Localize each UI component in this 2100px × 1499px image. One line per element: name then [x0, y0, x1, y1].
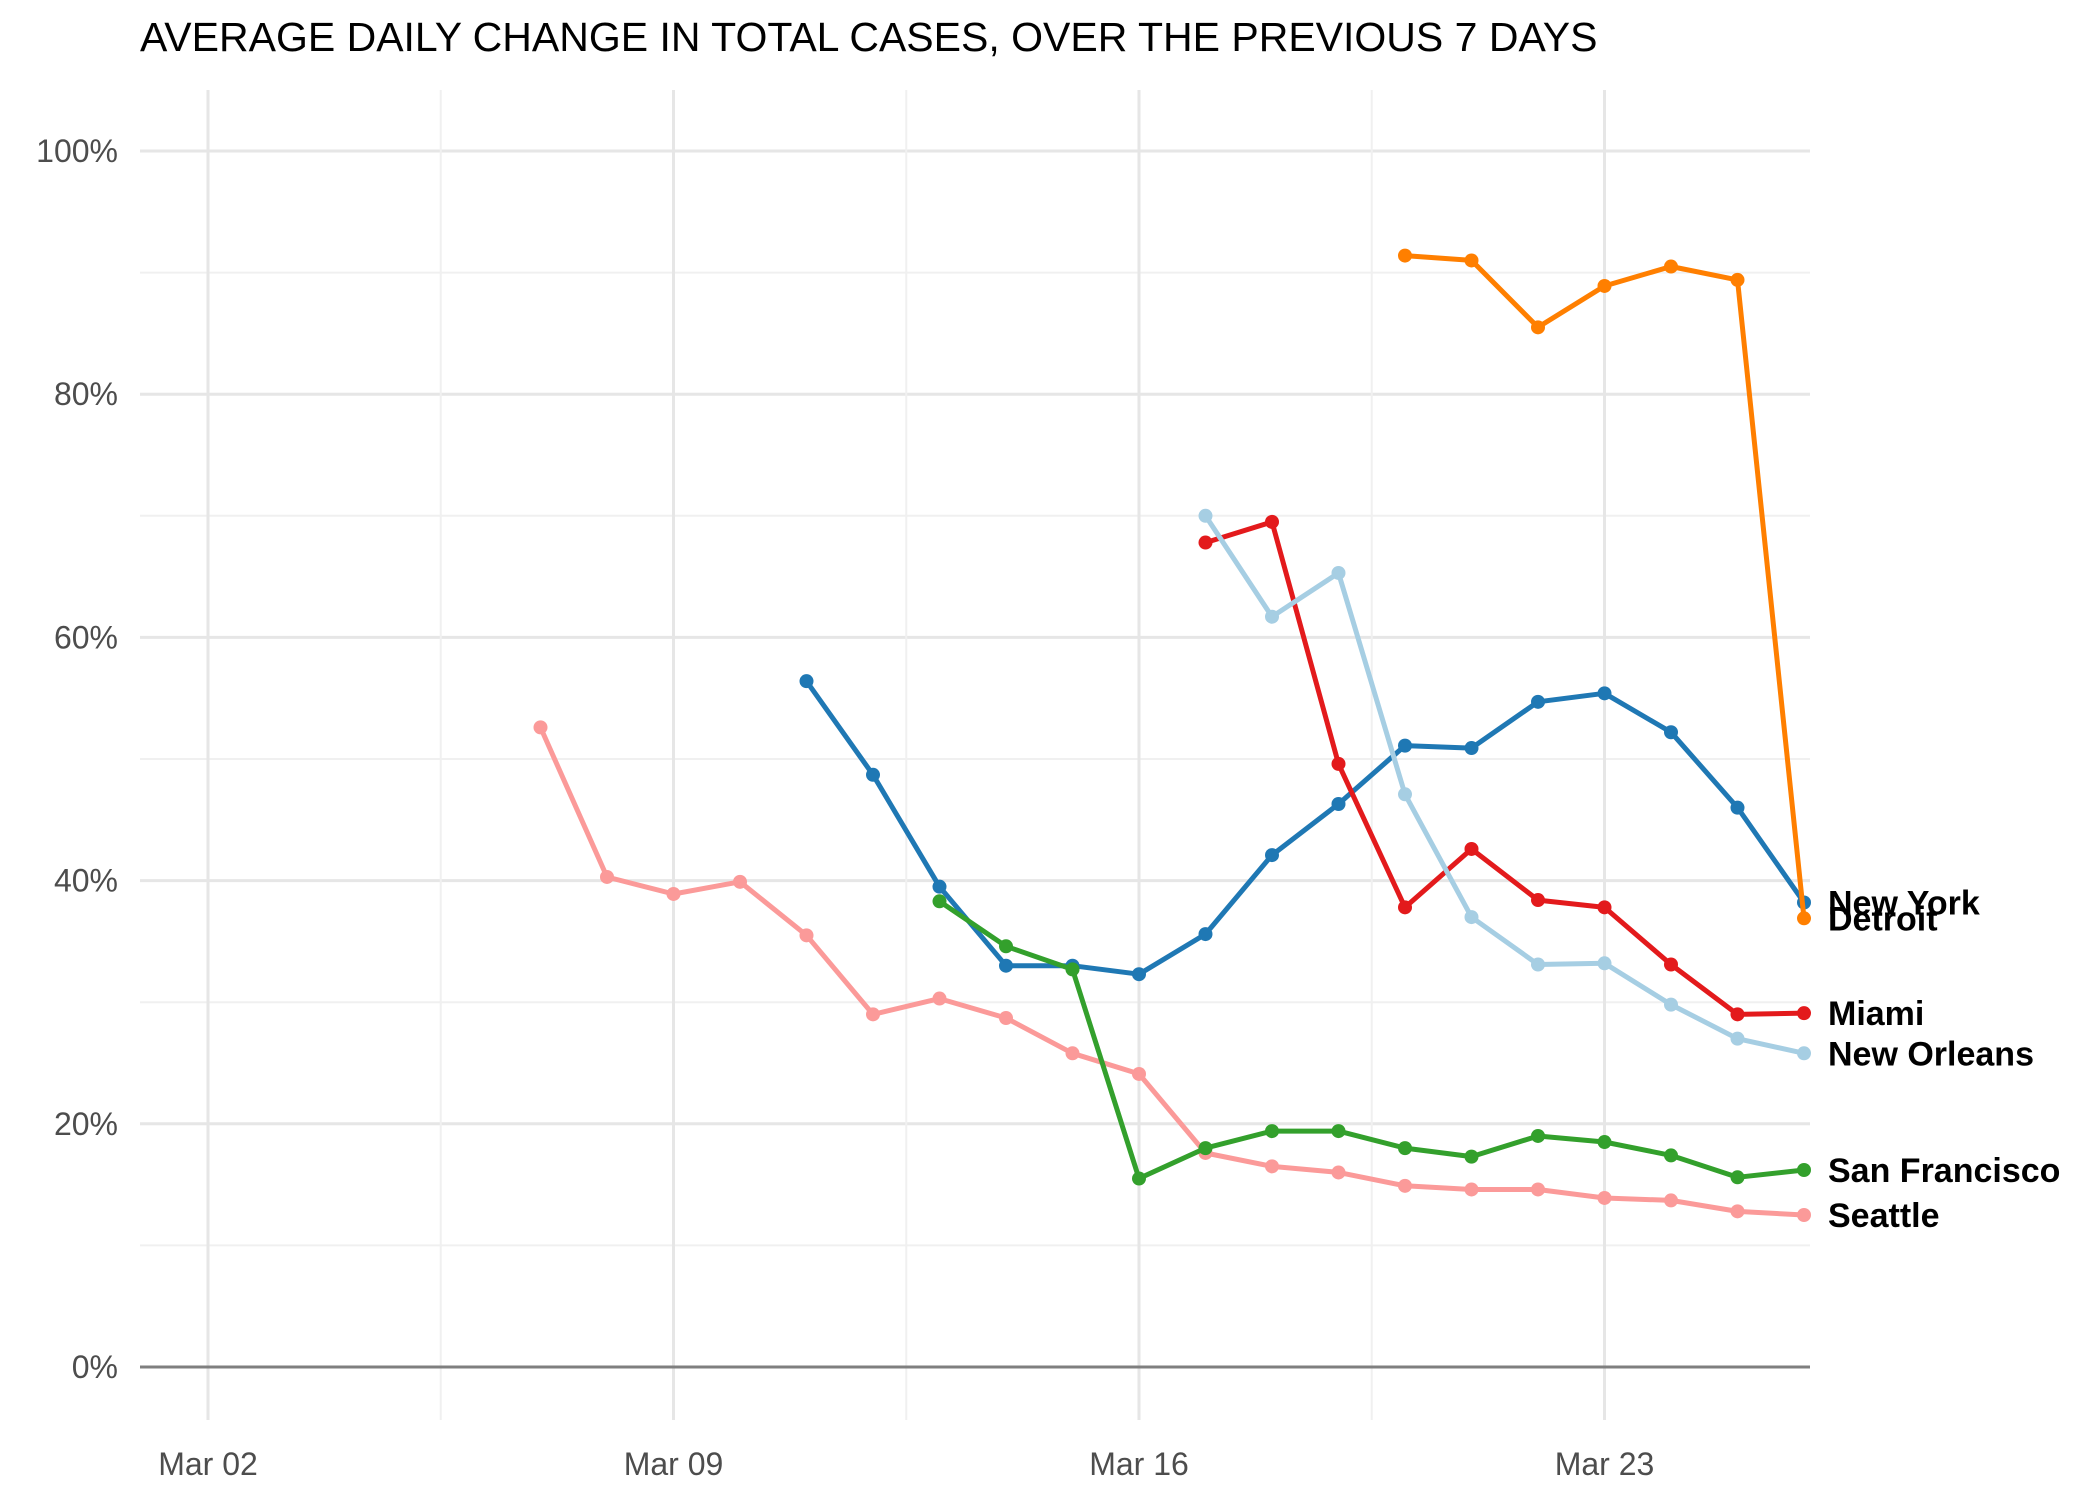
data-point-new-york [932, 879, 947, 894]
data-point-new-orleans [1265, 609, 1279, 624]
data-point-new-orleans [1198, 508, 1213, 523]
data-point-seattle [533, 720, 548, 735]
data-point-new-york [1464, 741, 1479, 756]
data-point-miami [1464, 841, 1479, 856]
data-point-miami [1531, 893, 1545, 908]
data-point-new-york [1531, 694, 1545, 709]
data-point-san-francisco [1065, 962, 1080, 977]
data-point-new-orleans [1730, 1031, 1745, 1046]
data-point-detroit [1664, 259, 1678, 274]
data-point-seattle [1065, 1046, 1080, 1061]
data-point-new-york [1132, 967, 1146, 982]
chart-title: AVERAGE DAILY CHANGE IN TOTAL CASES, OVE… [140, 14, 1598, 60]
data-point-seattle [666, 886, 681, 901]
series-label-detroit: Detroit [1828, 900, 1938, 938]
y-tick-label: 80% [54, 376, 118, 412]
data-point-san-francisco [1664, 1148, 1678, 1163]
data-point-miami [1730, 1007, 1745, 1022]
data-point-new-orleans [1597, 956, 1612, 971]
data-point-detroit [1730, 272, 1745, 287]
series-label-new-york: New York [1828, 884, 1980, 922]
data-point-detroit [1398, 248, 1412, 263]
data-point-seattle [1597, 1190, 1612, 1205]
y-tick-label: 100% [36, 133, 118, 169]
data-point-seattle [1664, 1193, 1678, 1208]
data-point-seattle [733, 874, 747, 889]
data-point-san-francisco [1597, 1135, 1612, 1150]
data-point-new-york [1198, 927, 1213, 942]
data-point-new-york [999, 958, 1013, 973]
series-line-new-york [804, 678, 1807, 977]
series-label-seattle: Seattle [1828, 1197, 1940, 1235]
data-point-san-francisco [1464, 1149, 1479, 1164]
data-point-seattle [1132, 1066, 1146, 1081]
series-line-miami [1203, 519, 1807, 1017]
data-point-new-york [1265, 848, 1279, 863]
data-point-seattle [866, 1007, 880, 1022]
series-label-san-francisco: San Francisco [1828, 1152, 2060, 1190]
data-point-new-york [1597, 686, 1612, 701]
data-point-san-francisco [1132, 1171, 1146, 1186]
series-line-seattle [538, 724, 1807, 1218]
data-point-seattle [1331, 1165, 1346, 1180]
data-point-san-francisco [1265, 1124, 1279, 1139]
data-point-seattle [600, 869, 614, 884]
data-point-san-francisco [999, 939, 1013, 954]
data-point-new-york [1730, 800, 1745, 815]
data-point-detroit [1797, 911, 1811, 926]
data-point-seattle [1797, 1208, 1811, 1222]
y-tick-label: 60% [54, 619, 118, 655]
data-point-new-orleans [1331, 565, 1346, 580]
series-label-miami: Miami [1828, 995, 1924, 1033]
series-line-new-orleans [1203, 513, 1807, 1056]
data-point-detroit [1531, 320, 1545, 335]
data-point-seattle [932, 991, 947, 1006]
data-point-miami [1331, 756, 1346, 771]
data-point-seattle [799, 928, 814, 943]
data-point-seattle [1464, 1182, 1479, 1197]
data-point-miami [1664, 957, 1678, 972]
data-point-new-orleans [1797, 1046, 1811, 1061]
data-point-new-orleans [1398, 787, 1412, 802]
data-point-seattle [1730, 1204, 1745, 1219]
data-point-new-york [1398, 738, 1412, 753]
data-point-seattle [1398, 1178, 1412, 1193]
data-point-san-francisco [1531, 1128, 1545, 1143]
data-point-new-york [799, 674, 814, 689]
data-point-miami [1398, 900, 1412, 915]
y-tick-label: 0% [72, 1349, 118, 1385]
data-point-new-york [1331, 796, 1346, 811]
data-point-new-york [1664, 725, 1678, 740]
data-point-new-york [866, 767, 880, 782]
data-point-detroit [1464, 253, 1479, 268]
data-point-new-orleans [1531, 957, 1545, 972]
data-point-san-francisco [932, 894, 947, 909]
data-point-detroit [1597, 278, 1612, 293]
data-point-seattle [1265, 1159, 1279, 1174]
series-line-san-francisco [937, 898, 1807, 1181]
data-point-miami [1198, 535, 1213, 550]
data-point-seattle [1531, 1182, 1545, 1197]
data-point-new-orleans [1664, 997, 1678, 1012]
data-point-san-francisco [1398, 1141, 1412, 1156]
y-tick-label: 20% [54, 1106, 118, 1142]
data-point-san-francisco [1198, 1141, 1213, 1156]
x-tick-label: Mar 16 [1089, 1446, 1189, 1482]
data-point-new-orleans [1464, 910, 1479, 925]
data-point-san-francisco [1331, 1124, 1346, 1139]
x-tick-label: Mar 02 [158, 1446, 258, 1482]
series-label-new-orleans: New Orleans [1828, 1035, 2034, 1073]
y-tick-label: 40% [54, 863, 118, 899]
x-tick-label: Mar 23 [1555, 1446, 1655, 1482]
data-point-seattle [999, 1011, 1013, 1026]
data-point-san-francisco [1730, 1170, 1745, 1185]
data-point-miami [1597, 900, 1612, 915]
data-point-miami [1797, 1006, 1811, 1021]
x-tick-label: Mar 09 [624, 1446, 724, 1482]
data-point-miami [1265, 514, 1279, 529]
data-point-san-francisco [1797, 1163, 1811, 1178]
